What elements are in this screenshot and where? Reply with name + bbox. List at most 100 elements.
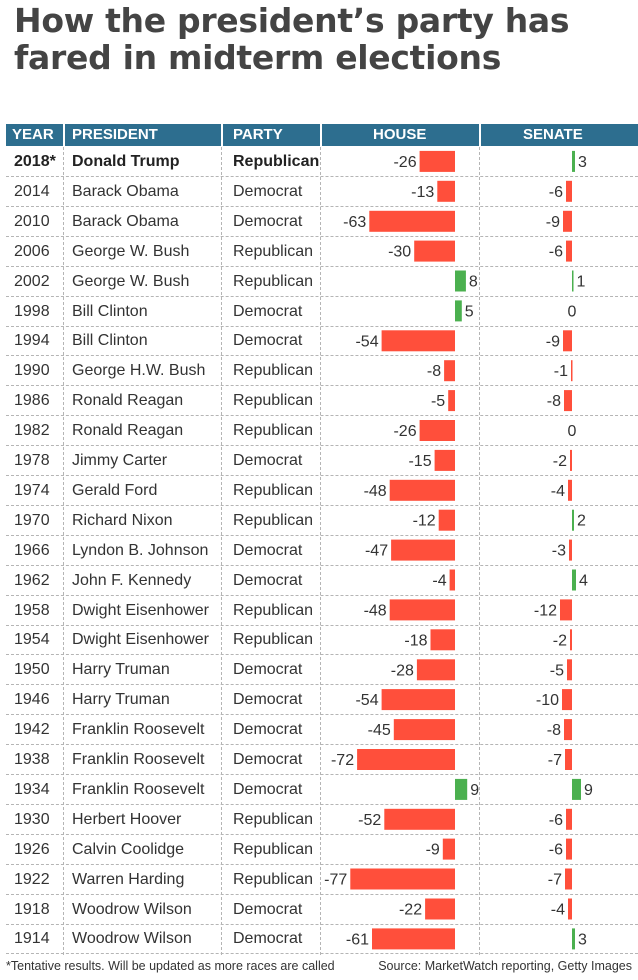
cell-year: 1982 [14,422,50,440]
cell-party: Republican [233,840,314,858]
senate-bar [572,509,574,531]
house-value-label: -48 [364,602,387,619]
cell-party: Democrat [233,780,303,798]
cell-president: Dwight Eisenhower [72,631,209,649]
house-bar [419,150,455,172]
cell-party: Democrat [233,571,303,589]
senate-value-label: -3 [552,543,566,560]
house-bar [438,509,455,531]
cell-president: Franklin Roosevelt [72,751,205,768]
senate-bar [572,778,581,800]
senate-bar [572,270,574,292]
cell-party: Democrat [233,302,303,320]
senate-bar [571,360,573,382]
table-row: 2002 George W. Bush Republican [6,267,638,297]
cell-year: 1942 [14,721,50,739]
house-bar [414,240,455,262]
cell-president: Jimmy Carter [72,452,168,469]
senate-value-label: -10 [536,692,559,709]
cell-president: George W. Bush [72,242,190,260]
cell-year: 1938 [14,751,50,768]
cell-president: Bill Clinton [72,332,148,350]
house-bar [455,300,462,322]
cell-president: Bill Clinton [72,302,148,320]
house-bar [448,390,455,412]
cell-president: Franklin Roosevelt [72,721,205,739]
house-value-label: -18 [404,632,427,649]
cell-year: 1998 [14,302,50,320]
senate-value-label: 9 [584,782,593,799]
cell-party: Republican [233,362,314,380]
house-value-label: -26 [393,154,416,171]
senate-value-label: -6 [549,184,563,201]
table-row: 1990 George H.W. Bush Republican [6,356,638,387]
cell-president: George W. Bush [72,272,190,290]
cell-president: Gerald Ford [72,481,158,499]
house-bar [384,808,455,830]
column-divider [63,147,64,955]
senate-value-label: 2 [577,513,586,530]
house-value-label: -54 [355,333,378,350]
house-bar [389,479,455,501]
table-row: 1994 Bill Clinton Democrat [6,326,638,357]
cell-year: 1990 [14,362,50,380]
senate-bar [566,180,572,202]
header-separator [63,124,65,146]
cell-year: 1966 [14,541,50,559]
table-row: 2018* Donald Trump Republican [6,147,638,177]
cell-year: 1962 [14,571,50,589]
cell-year: 2010 [14,212,50,230]
cell-party: Republican [233,153,320,170]
senate-value-label: -7 [548,872,562,889]
cell-party: Democrat [233,332,303,350]
cell-president: Franklin Roosevelt [72,780,205,798]
cell-president: Barack Obama [72,182,179,200]
house-value-label: -28 [391,662,414,679]
house-bar [393,719,455,741]
cell-year: 1946 [14,691,50,709]
cell-president: Harry Truman [72,661,170,679]
senate-value-label: 1 [577,274,586,291]
house-bar [449,569,455,591]
house-bar [372,928,455,950]
house-value-label: -52 [358,812,381,829]
senate-value-label: 0 [568,303,577,320]
cell-year: 2014 [14,182,50,200]
table-row: 1950 Harry Truman Democrat [6,655,638,686]
table-row: 2014 Barack Obama Democrat [6,177,638,207]
house-value-label: -5 [431,393,445,410]
house-value-label: -15 [408,453,431,470]
table-row: 1934 Franklin Roosevelt Democrat [6,775,638,805]
cell-party: Republican [233,601,314,619]
senate-bar [572,928,575,950]
senate-bar [564,390,572,412]
senate-value-label: -2 [553,453,567,470]
cell-president: Barack Obama [72,212,179,230]
senate-value-label: -9 [546,214,560,231]
cell-year: 1958 [14,601,50,619]
table-row: 2010 Barack Obama Democrat [6,207,638,237]
cell-party: Republican [233,481,314,499]
cell-president: Ronald Reagan [72,392,184,410]
cell-president: Woodrow Wilson [72,930,192,948]
house-value-label: -48 [364,483,387,500]
house-bar [389,599,455,621]
house-bar [444,360,455,382]
house-bar [425,898,455,920]
cell-party: Republican [233,392,314,410]
senate-bar [568,898,572,920]
cell-party: Democrat [233,751,303,768]
column-divider [479,147,480,955]
cell-year: 1918 [14,900,50,918]
house-bar [416,659,455,681]
house-bar [391,539,455,561]
cell-party: Democrat [233,721,303,739]
cell-year: 1950 [14,661,50,679]
senate-value-label: -6 [549,812,563,829]
cell-year: 1934 [14,780,50,798]
senate-bar [569,539,572,561]
senate-value-label: -12 [534,602,557,619]
senate-value-label: -8 [547,393,561,410]
house-value-label: -77 [324,872,347,889]
house-value-label: -26 [393,423,416,440]
